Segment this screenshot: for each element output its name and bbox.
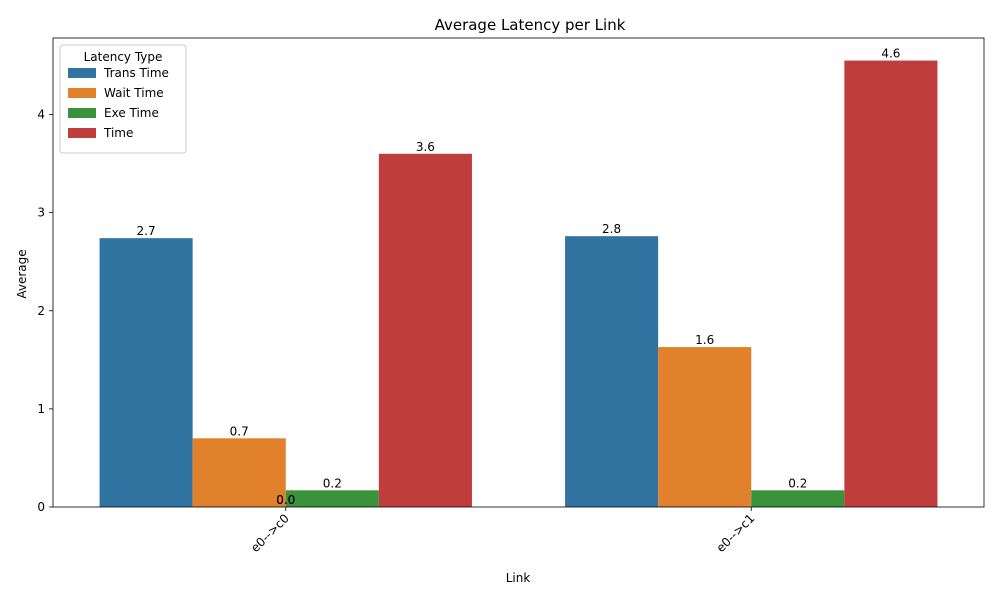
legend-item: Wait Time (104, 86, 164, 100)
zero-data-label: 0.0 (276, 493, 295, 507)
legend-item: Exe Time (104, 106, 159, 120)
data-label: 3.6 (416, 140, 435, 154)
bar-exe-time-1 (285, 490, 379, 507)
y-tick-label: 0 (37, 500, 45, 514)
bar-trans-time-1 (99, 238, 193, 507)
bar-time-1 (378, 153, 472, 507)
legend: Latency Type Trans Time Wait Time Exe Time… (59, 44, 187, 154)
data-label: 2.8 (602, 222, 621, 236)
legend-title: Latency Type (84, 50, 163, 64)
y-tick-label: 2 (37, 304, 45, 318)
axes-frame (52, 37, 985, 508)
y-axis-label: Average (15, 249, 29, 298)
y-tick-label: 3 (37, 206, 45, 220)
bar-wait-time-2 (658, 347, 752, 507)
data-label: 2.7 (137, 224, 156, 238)
zero-data-label: 0.0 (276, 493, 295, 507)
data-label: 0.2 (323, 476, 342, 490)
bar-wait-time-1 (192, 438, 286, 507)
legend-swatch (68, 88, 96, 98)
x-axis-label: Link (506, 571, 531, 585)
x-tick-label: e0-->c1 (714, 511, 758, 555)
y-tick-label: 4 (37, 108, 45, 122)
data-label: 1.6 (695, 333, 714, 347)
y-tick-label: 1 (37, 402, 45, 416)
plot-area: 2.7 2.80.71.60.2 0.23.64.60.00.001234e0-->… (37, 37, 985, 555)
bar-trans-time-2 (565, 236, 659, 507)
data-label: 0.7 (230, 424, 249, 438)
chart-title: Average Latency per Link (435, 16, 626, 34)
legend-swatch (68, 108, 96, 118)
legend-swatch (68, 68, 96, 78)
legend-swatch (68, 128, 96, 138)
data-label: 0.2 (788, 476, 807, 490)
legend-item: Time (103, 126, 133, 140)
x-tick-label: e0-->c0 (248, 511, 292, 555)
legend-item: Trans Time (103, 66, 169, 80)
bar-time-2 (844, 60, 938, 507)
data-label: 4.6 (881, 47, 900, 61)
bar-exe-time-2 (751, 490, 845, 507)
